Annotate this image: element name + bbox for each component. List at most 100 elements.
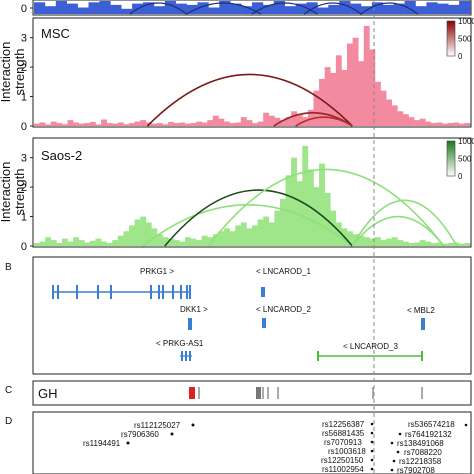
svg-text:Interaction: Interaction bbox=[0, 42, 13, 103]
snp-label: rs12256387 bbox=[322, 420, 365, 429]
interaction-arc bbox=[142, 204, 353, 247]
colorbar-tick-label: 500 bbox=[458, 35, 472, 44]
snp-marker bbox=[370, 422, 374, 426]
exon bbox=[189, 351, 191, 361]
signal-bar bbox=[240, 117, 247, 126]
signal-bar bbox=[153, 6, 166, 14]
panel-b-frame bbox=[32, 256, 472, 375]
signal-bar bbox=[279, 198, 286, 246]
signal-bar bbox=[61, 238, 68, 246]
signal-bar bbox=[335, 222, 342, 246]
signal-bar bbox=[313, 90, 320, 126]
snp-marker bbox=[370, 449, 374, 453]
snp-labels: rs112125027 rs7906360 rs1194491 rs122563… bbox=[83, 420, 468, 474]
exon bbox=[162, 285, 164, 299]
signal-bar bbox=[117, 122, 124, 126]
exon bbox=[110, 285, 112, 299]
signal-bar bbox=[190, 238, 197, 246]
gh-element bbox=[372, 387, 374, 399]
snp-marker bbox=[464, 423, 468, 427]
panel-d-label: D bbox=[5, 416, 12, 427]
exon bbox=[97, 285, 99, 299]
signal-bar bbox=[252, 123, 258, 126]
msc-panel: MSC 0 1 2 3 1000 500 0 bbox=[21, 17, 474, 133]
colorbar-tick-label: 1000 bbox=[458, 137, 474, 146]
signal-bar bbox=[95, 124, 102, 126]
signal-bar bbox=[274, 117, 281, 126]
signal-bar bbox=[284, 6, 296, 14]
signal-bar bbox=[95, 238, 102, 246]
signal-bar bbox=[262, 4, 275, 15]
msc-ylabel: Interaction strength bbox=[0, 42, 27, 103]
signal-bar bbox=[273, 1, 285, 14]
top-strip-yticks: 0 bbox=[21, 3, 33, 15]
gh-element bbox=[262, 387, 264, 399]
signal-bar bbox=[88, 2, 100, 14]
signal-bar bbox=[458, 123, 465, 126]
signal-bar bbox=[430, 243, 437, 246]
signal-bar bbox=[313, 187, 320, 246]
signal-bar bbox=[101, 119, 107, 126]
signal-bar bbox=[257, 219, 264, 246]
signal-bar bbox=[393, 3, 405, 14]
signal-bar bbox=[330, 73, 337, 126]
exon bbox=[172, 285, 174, 299]
signal-bar bbox=[358, 61, 365, 126]
signal-bar bbox=[212, 115, 219, 126]
snp-marker bbox=[370, 458, 374, 462]
signal-bar bbox=[218, 231, 225, 246]
prkg-as1-label: < PRKG-AS1 bbox=[156, 339, 204, 348]
signal-bar bbox=[415, 6, 427, 14]
signal-bar bbox=[56, 123, 63, 126]
exon bbox=[185, 351, 187, 361]
interaction-arc bbox=[146, 73, 353, 127]
signal-bar bbox=[324, 67, 331, 126]
exon bbox=[181, 351, 183, 361]
snp-label: rs11002954 bbox=[322, 465, 364, 474]
lncarod1-label: < LNCAROD_1 bbox=[256, 267, 311, 276]
signal-bar bbox=[50, 121, 57, 126]
interaction-arc bbox=[303, 2, 362, 15]
colorbar-gradient bbox=[446, 20, 456, 57]
signal-bar bbox=[44, 6, 57, 14]
snp-marker bbox=[191, 423, 195, 427]
ytick-label: 2 bbox=[21, 182, 27, 194]
signal-bar bbox=[173, 123, 180, 126]
signal-bar bbox=[61, 124, 68, 126]
gh-element bbox=[267, 387, 269, 399]
ytick-label: 1 bbox=[21, 92, 27, 104]
signal-bar bbox=[391, 237, 398, 246]
signal-bar bbox=[391, 105, 398, 126]
signal-bar bbox=[380, 90, 387, 126]
signal-bar bbox=[339, 1, 351, 14]
signal-bar bbox=[121, 8, 133, 14]
signal-bar bbox=[374, 81, 381, 126]
signal-bar bbox=[307, 109, 314, 126]
saos2-panel: Saos-2 0 1 2 3 1000 500 0 bbox=[21, 137, 474, 253]
snp-label: rs12250150 bbox=[321, 456, 364, 465]
svg-text:strength: strength bbox=[12, 49, 27, 96]
signal-bar bbox=[129, 225, 135, 246]
interaction-arc bbox=[186, 2, 262, 15]
signal-bar bbox=[39, 122, 46, 126]
signal-bar bbox=[140, 120, 147, 126]
signal-bar bbox=[371, 2, 384, 14]
snp-marker bbox=[390, 468, 394, 472]
signal-bar bbox=[408, 243, 415, 246]
signal-bar bbox=[175, 3, 187, 14]
signal-bar bbox=[230, 3, 242, 14]
snp-label: rs112125027 bbox=[134, 421, 181, 430]
signal-bar bbox=[279, 120, 286, 126]
signal-bar bbox=[246, 228, 253, 246]
signal-bar bbox=[319, 163, 325, 246]
lncarod1-gene bbox=[261, 287, 265, 297]
signal-bar bbox=[184, 123, 191, 126]
signal-bar bbox=[106, 123, 113, 126]
signal-bar bbox=[45, 124, 52, 126]
gh-element-red bbox=[189, 387, 195, 399]
signal-bar bbox=[112, 240, 119, 246]
signal-bar bbox=[268, 222, 275, 246]
signal-bar bbox=[173, 240, 180, 246]
signal-bar bbox=[50, 240, 57, 246]
signal-bar bbox=[208, 7, 220, 14]
